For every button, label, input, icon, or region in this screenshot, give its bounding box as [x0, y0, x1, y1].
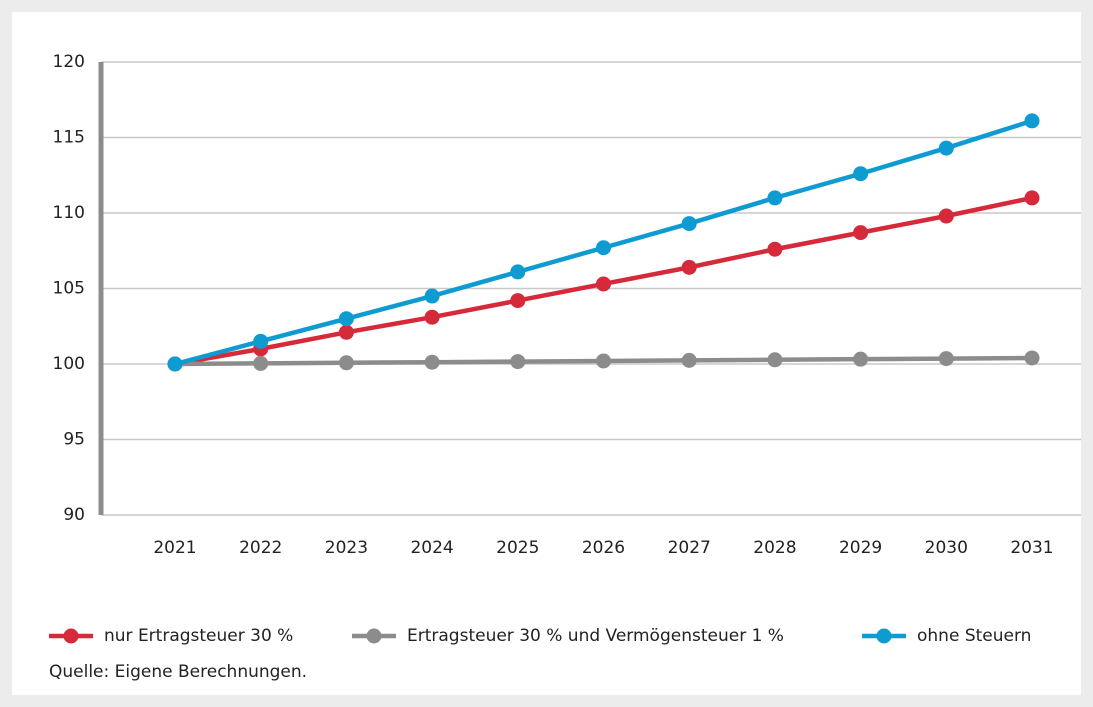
x-tick-label: 2027 [668, 538, 711, 558]
data-point [1024, 350, 1040, 366]
data-point [167, 356, 183, 372]
data-point [1024, 113, 1040, 129]
data-point [938, 140, 954, 156]
x-tick-label: 2026 [582, 538, 625, 558]
data-point [253, 355, 269, 371]
x-tick-label: 2025 [496, 538, 539, 558]
x-tick-label: 2022 [239, 538, 282, 558]
data-point [1024, 190, 1040, 206]
data-point [596, 353, 611, 369]
source-note: Quelle: Eigene Berechnungen. [49, 662, 307, 682]
data-point [853, 225, 869, 241]
data-point [681, 352, 697, 368]
data-point [853, 166, 869, 182]
data-point [767, 241, 783, 257]
x-tick-label: 2030 [925, 538, 968, 558]
y-tick-label: 90 [63, 505, 85, 525]
legend-label: nur Ertragsteuer 30 % [104, 626, 293, 646]
data-point [424, 288, 440, 304]
y-tick-label: 115 [53, 128, 85, 148]
data-point [681, 216, 697, 232]
y-tick-label: 110 [53, 203, 85, 223]
x-tick-label: 2024 [410, 538, 453, 558]
legend-label: Ertragsteuer 30 % und Vermögensteuer 1 % [407, 626, 784, 646]
data-point [767, 352, 783, 368]
data-point [767, 190, 783, 206]
data-point [938, 351, 954, 367]
y-tick-label: 100 [53, 354, 85, 374]
x-tick-label: 2023 [325, 538, 368, 558]
legend-marker [366, 628, 382, 644]
data-point [938, 208, 954, 224]
data-point [253, 333, 269, 349]
y-tick-label: 105 [53, 279, 85, 299]
data-point [510, 293, 526, 309]
data-point [510, 354, 526, 370]
data-point [681, 259, 697, 275]
data-point [338, 355, 354, 371]
data-point [853, 351, 869, 367]
legend-marker [63, 628, 79, 644]
x-tick-label: 2021 [153, 538, 196, 558]
data-point [510, 264, 526, 280]
data-point [596, 276, 611, 292]
x-tick-label: 2029 [839, 538, 882, 558]
legend-label: ohne Steuern [917, 626, 1031, 646]
data-point [596, 240, 611, 256]
y-tick-label: 95 [63, 430, 85, 450]
y-tick-label: 120 [53, 52, 85, 72]
x-tick-label: 2028 [753, 538, 796, 558]
legend-marker [876, 628, 892, 644]
data-point [424, 354, 440, 370]
data-point [424, 309, 440, 325]
panel [12, 12, 1081, 695]
data-point [338, 324, 354, 340]
x-tick-label: 2031 [1010, 538, 1053, 558]
data-point [338, 311, 354, 327]
